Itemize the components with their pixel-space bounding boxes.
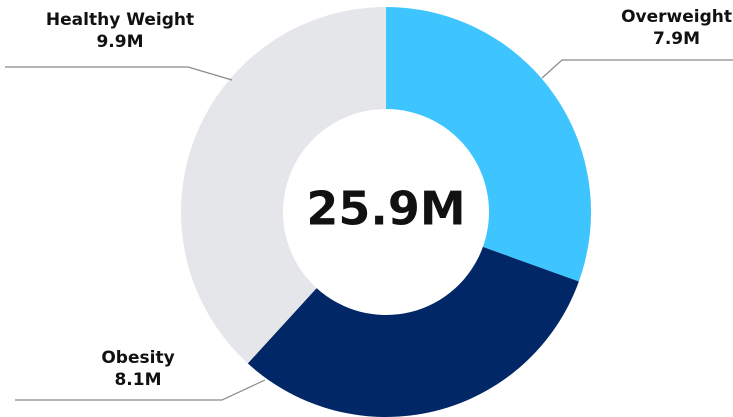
slice-value-healthy-weight: 9.9M [96, 32, 143, 52]
slice-label-obesity: Obesity [101, 348, 174, 368]
slice-label-healthy-weight: Healthy Weight [46, 10, 194, 30]
leader-line-healthy-weight [5, 66, 233, 81]
center-total-label: 25.9M [306, 182, 465, 236]
slice-obesity [247, 246, 579, 417]
leader-line-overweight [541, 59, 733, 79]
slice-value-overweight: 7.9M [653, 29, 700, 49]
leader-line-obesity [15, 379, 266, 401]
slices-group [180, 7, 591, 417]
slice-overweight [386, 7, 591, 282]
slice-label-overweight: Overweight [621, 7, 732, 27]
slice-value-obesity: 8.1M [114, 370, 161, 390]
leader-lines-group [5, 59, 733, 401]
slice-healthy-weight [180, 7, 386, 364]
